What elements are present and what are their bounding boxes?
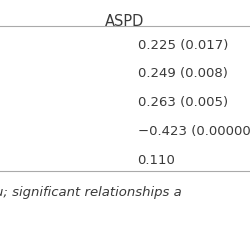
Text: u; significant relationships a: u; significant relationships a [0,186,182,199]
Text: −0.423 (0.000005): −0.423 (0.000005) [138,125,250,138]
Text: 0.225 (0.017): 0.225 (0.017) [138,39,228,52]
Text: 0.249 (0.008): 0.249 (0.008) [138,68,228,80]
Text: 0.110: 0.110 [138,154,175,167]
Text: ASPD: ASPD [105,14,144,29]
Text: 0.263 (0.005): 0.263 (0.005) [138,96,228,109]
